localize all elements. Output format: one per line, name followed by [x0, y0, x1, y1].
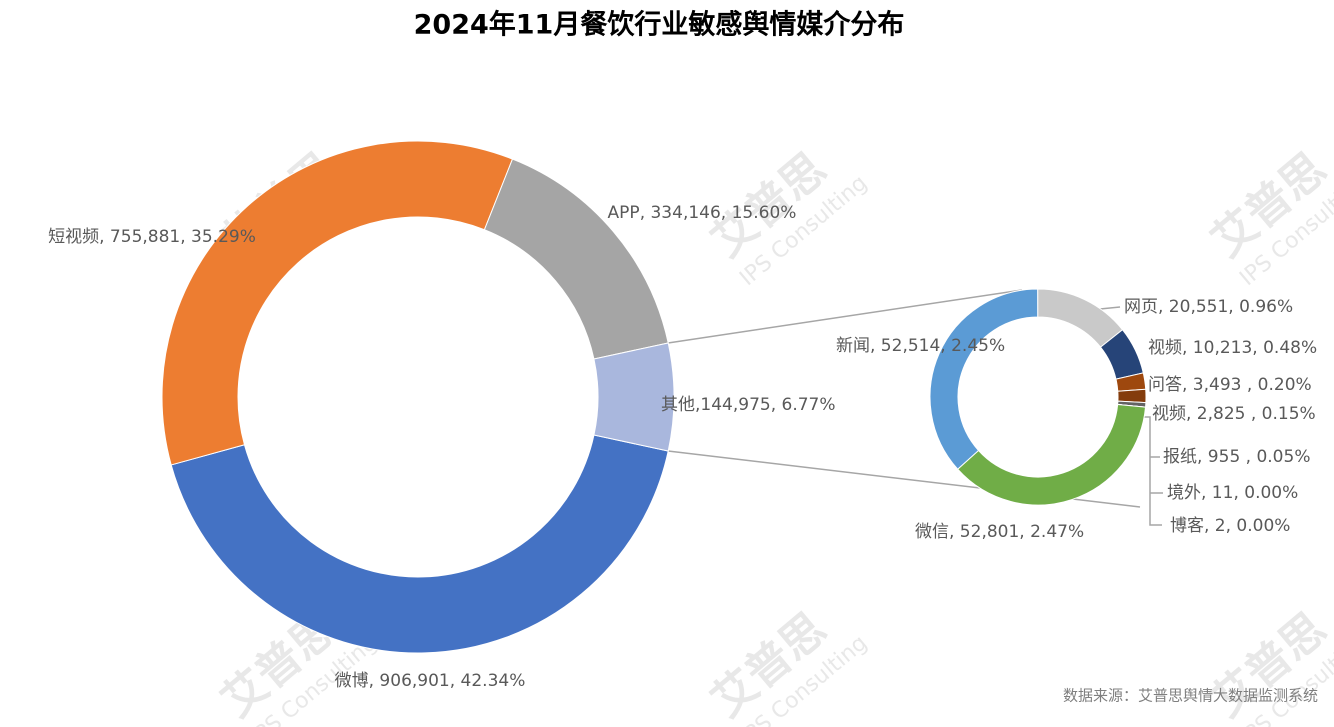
label-value: ,144,975, 6.77%: [695, 395, 836, 415]
label-category: 视频: [1148, 338, 1182, 358]
label-value: , 3,493 , 0.20%: [1182, 375, 1312, 395]
source-note: 数据来源：艾普思舆情大数据监测系统: [1063, 687, 1318, 705]
donut-slice: [957, 404, 1147, 506]
label-category: 微博: [335, 671, 369, 691]
data-label: 网页, 20,551, 0.96%: [1124, 297, 1293, 317]
donut-slice: [1117, 388, 1147, 404]
data-label: 微博, 906,901, 42.34%: [335, 671, 526, 691]
label-category: 新闻: [836, 336, 870, 356]
label-category: 视频: [1152, 404, 1186, 424]
data-label: APP, 334,146, 15.60%: [608, 203, 797, 223]
label-value: , 20,551, 0.96%: [1158, 297, 1293, 317]
label-category: 其他: [661, 395, 695, 415]
label-value: , 52,801, 2.47%: [949, 522, 1084, 542]
chart-title: 2024年11月餐饮行业敏感舆情媒介分布: [414, 9, 905, 41]
label-category: 博客: [1170, 516, 1204, 536]
donut-slice: [1037, 288, 1124, 348]
label-value: , 906,901, 42.34%: [369, 671, 526, 691]
data-label: 博客, 2, 0.00%: [1170, 516, 1290, 536]
label-category: 境外: [1167, 483, 1201, 503]
label-value: , 2, 0.00%: [1204, 516, 1290, 536]
data-label: 境外, 11, 0.00%: [1167, 483, 1298, 503]
label-value: , 10,213, 0.48%: [1182, 338, 1317, 358]
data-label: 视频, 2,825 , 0.15%: [1152, 404, 1316, 424]
data-label: 微信, 52,801, 2.47%: [915, 522, 1084, 542]
leader-line: [1143, 416, 1162, 526]
label-value: , 11, 0.00%: [1201, 483, 1298, 503]
connector-line: [667, 289, 1023, 344]
data-label: 其他,144,975, 6.77%: [661, 395, 836, 415]
label-category: APP: [608, 203, 640, 223]
data-label: 报纸, 955 , 0.05%: [1163, 447, 1310, 467]
data-label: 问答, 3,493 , 0.20%: [1148, 375, 1312, 395]
donut-slice: [483, 158, 669, 360]
donut-slice: [593, 342, 675, 452]
donut-slice: [161, 140, 514, 466]
label-value: , 2,825 , 0.15%: [1186, 404, 1316, 424]
label-category: 微信: [915, 522, 949, 542]
data-label: 视频, 10,213, 0.48%: [1148, 338, 1317, 358]
donut: [929, 288, 1147, 506]
label-category: 短视频: [48, 227, 99, 247]
donut-slice: [929, 288, 1039, 470]
donut-slice: [170, 434, 669, 654]
label-category: 问答: [1148, 375, 1182, 395]
data-label: 新闻, 52,514, 2.45%: [836, 336, 1005, 356]
data-label: 短视频, 755,881, 35.29%: [48, 227, 256, 247]
label-category: 报纸: [1163, 447, 1197, 467]
label-value: , 755,881, 35.29%: [99, 227, 256, 247]
label-value: , 955 , 0.05%: [1197, 447, 1310, 467]
label-value: , 334,146, 15.60%: [640, 203, 797, 223]
label-value: , 52,514, 2.45%: [870, 336, 1005, 356]
label-category: 网页: [1124, 297, 1158, 317]
donut: [161, 140, 675, 654]
